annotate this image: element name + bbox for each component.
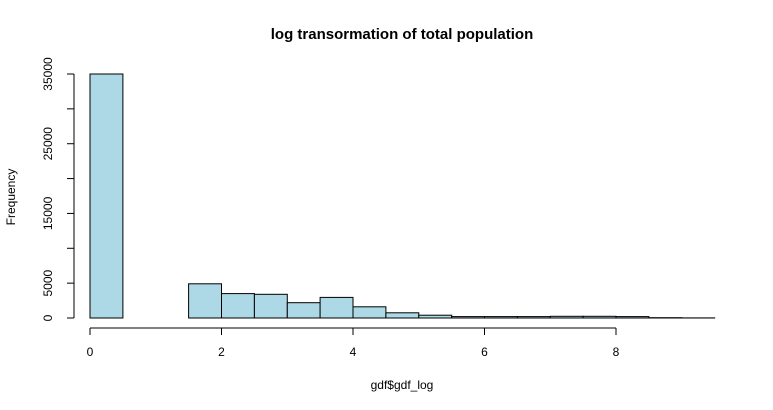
histogram-bar bbox=[352, 306, 387, 319]
x-axis: 0 2 4 6 8 bbox=[87, 327, 620, 359]
histogram-bar bbox=[451, 316, 486, 319]
x-tick-label: 2 bbox=[218, 345, 225, 359]
histogram-bar bbox=[286, 302, 321, 319]
x-tick-label: 0 bbox=[87, 345, 94, 359]
y-tick-label: 0 bbox=[41, 314, 55, 321]
y-tick-label: 25000 bbox=[41, 127, 55, 161]
histogram-bar bbox=[615, 316, 650, 319]
histogram-bar bbox=[89, 73, 124, 319]
histogram-bar bbox=[319, 296, 354, 319]
x-tick-label: 6 bbox=[481, 345, 488, 359]
x-tick-label: 8 bbox=[613, 345, 620, 359]
histogram-bar bbox=[221, 293, 255, 319]
histogram-bar bbox=[418, 314, 453, 319]
histogram-bar bbox=[253, 293, 288, 319]
y-tick-label: 35000 bbox=[41, 57, 55, 91]
y-tick-label: 5000 bbox=[41, 269, 55, 296]
histogram-bar bbox=[516, 316, 551, 319]
histogram-bar bbox=[549, 315, 584, 319]
x-tick-label: 4 bbox=[350, 345, 357, 359]
chart-title: log transormation of total population bbox=[271, 26, 533, 43]
histogram-bar bbox=[385, 312, 420, 319]
histogram-bar bbox=[582, 315, 617, 319]
x-axis-label: gdf$gdf_log bbox=[371, 378, 434, 392]
histogram-bar bbox=[188, 283, 223, 319]
y-axis-label: Frequency bbox=[4, 169, 18, 226]
bars-group bbox=[89, 73, 716, 319]
histogram-bar bbox=[484, 316, 518, 319]
y-tick-label: 15000 bbox=[41, 196, 55, 230]
y-axis: 0 5000 15000 25000 35000 bbox=[41, 57, 75, 321]
